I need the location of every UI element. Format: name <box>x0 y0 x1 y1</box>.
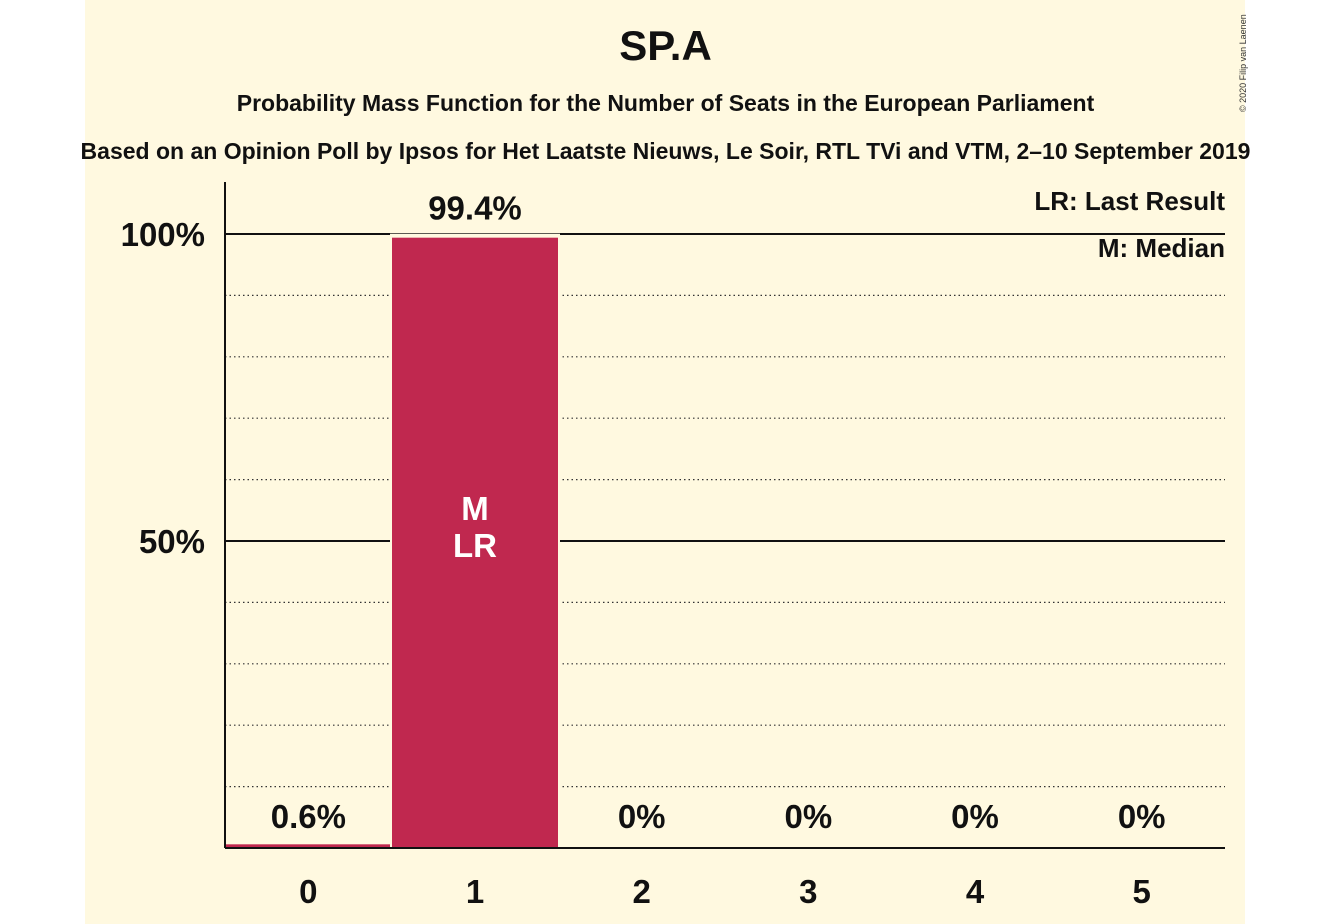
y-tick-label: 100% <box>121 216 205 253</box>
chart-background <box>85 0 1245 924</box>
legend-entry: LR: Last Result <box>1034 186 1225 216</box>
data-label: 99.4% <box>428 190 522 227</box>
chart-subtitle: Probability Mass Function for the Number… <box>236 90 1095 116</box>
x-tick-label: 3 <box>799 873 817 910</box>
x-tick-label: 2 <box>632 873 650 910</box>
data-label: 0.6% <box>271 798 346 835</box>
y-tick-label: 50% <box>139 523 205 560</box>
data-label: 0% <box>1118 798 1166 835</box>
bar-annotation: M <box>461 490 489 527</box>
x-tick-label: 4 <box>966 873 985 910</box>
bar <box>225 844 392 848</box>
chart-title: SP.A <box>619 22 712 69</box>
data-label: 0% <box>618 798 666 835</box>
x-tick-label: 1 <box>466 873 484 910</box>
data-label: 0% <box>784 798 832 835</box>
bar <box>392 237 558 848</box>
legend-entry: M: Median <box>1098 233 1225 263</box>
bar-gap <box>223 840 394 848</box>
data-label: 0% <box>951 798 999 835</box>
bar-annotation: LR <box>453 527 497 564</box>
x-tick-label: 0 <box>299 873 317 910</box>
x-tick-label: 5 <box>1132 873 1150 910</box>
chart-subtitle-source: Based on an Opinion Poll by Ipsos for He… <box>80 138 1251 164</box>
